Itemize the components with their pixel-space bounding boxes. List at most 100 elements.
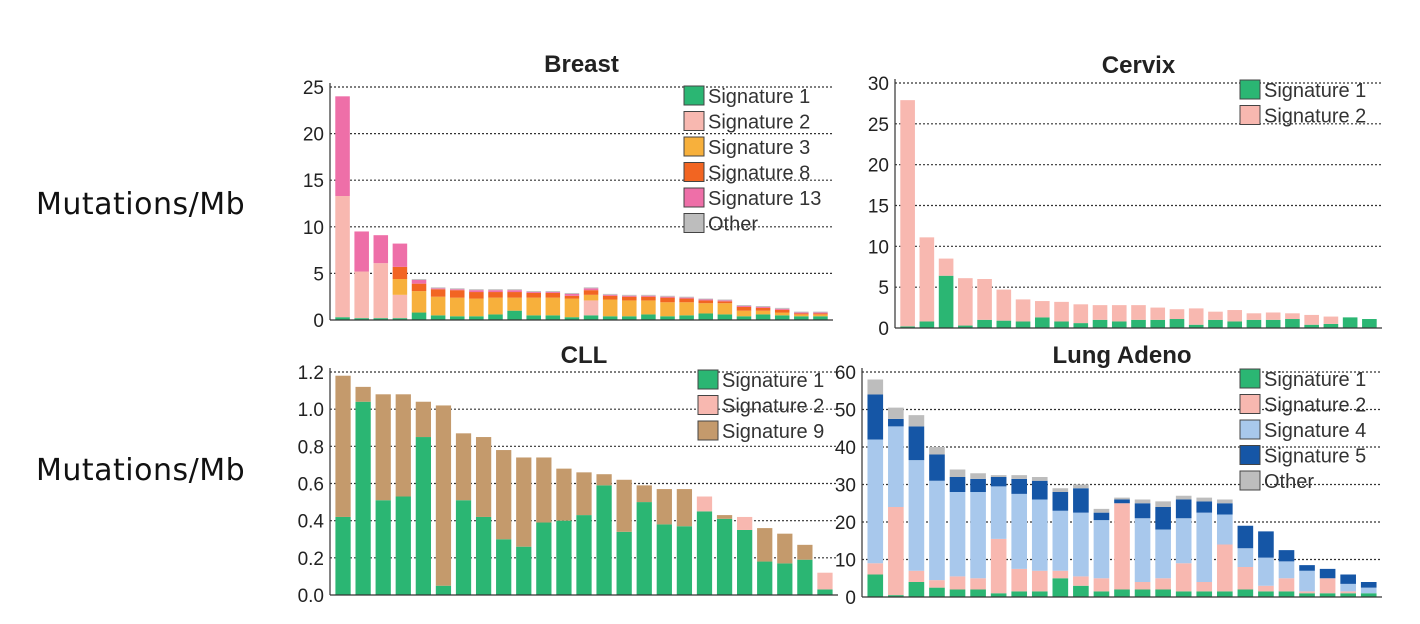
cll-bar-signature-1 bbox=[817, 589, 833, 595]
lung-adeno-bar-signature-2 bbox=[1114, 503, 1130, 590]
cll-bar-signature-1 bbox=[576, 515, 592, 595]
lung-adeno-bar-signature-1 bbox=[908, 582, 925, 597]
breast-bar-signature-2 bbox=[392, 294, 408, 319]
lung-adeno-legend-label: Signature 2 bbox=[1264, 395, 1366, 417]
breast-bar-signature-3 bbox=[794, 314, 809, 317]
breast-bar-signature-1 bbox=[602, 316, 618, 320]
lung-adeno-bar-other bbox=[888, 407, 904, 419]
breast-bar-signature-3 bbox=[488, 297, 503, 315]
lung-adeno-bar-signature-2 bbox=[1299, 591, 1315, 594]
cervix-bar-signature-2 bbox=[1034, 301, 1050, 318]
lung-adeno-bar-signature-1 bbox=[1278, 591, 1295, 598]
cervix-bar-signature-1 bbox=[900, 326, 915, 328]
lung-adeno-bar-signature-4 bbox=[1175, 518, 1192, 564]
breast-bar-signature-13 bbox=[545, 292, 561, 293]
cervix-bar-signature-1 bbox=[1265, 319, 1281, 328]
lung-adeno-legend-swatch bbox=[1239, 394, 1261, 414]
cll-bar-signature-1 bbox=[656, 524, 672, 595]
breast-bar-signature-8 bbox=[736, 306, 752, 311]
cervix-bar-signature-1 bbox=[1323, 323, 1339, 328]
breast-bar-signature-3 bbox=[717, 303, 733, 315]
cervix-bar-signature-2 bbox=[1227, 310, 1243, 322]
breast-bar-signature-1 bbox=[564, 317, 580, 320]
cll-legend-swatch bbox=[697, 369, 719, 390]
breast-bar-signature-13 bbox=[392, 243, 408, 267]
cll-bar-signature-1 bbox=[516, 546, 532, 595]
lung-adeno-bar-signature-4 bbox=[1073, 512, 1089, 577]
lung-adeno-ytick-label: 40 bbox=[835, 438, 856, 459]
cll-bar-signature-9 bbox=[797, 544, 813, 560]
lung-adeno-bar-signature-5 bbox=[929, 454, 945, 481]
cervix-bar-signature-1 bbox=[1169, 319, 1185, 328]
lung-adeno-legend-swatch bbox=[1239, 368, 1261, 389]
lung-adeno-bar-signature-4 bbox=[949, 492, 966, 577]
lung-adeno-ytick-label: 30 bbox=[835, 476, 856, 497]
breast-bar-signature-3 bbox=[698, 303, 714, 314]
cervix-title: Cervix bbox=[1102, 52, 1176, 79]
breast-bar-signature-3 bbox=[813, 314, 828, 317]
breast-bar-signature-13 bbox=[698, 299, 714, 301]
lung-adeno-bar-signature-2 bbox=[867, 563, 884, 575]
lung-adeno-bar-signature-1 bbox=[1093, 591, 1110, 598]
breast-bar-other bbox=[507, 289, 522, 291]
breast-bar-signature-8 bbox=[641, 296, 656, 301]
lung-adeno-bar-signature-5 bbox=[1155, 507, 1171, 530]
breast-bar-signature-1 bbox=[430, 315, 446, 320]
lung-adeno-bar-other bbox=[1031, 477, 1048, 481]
breast-bar-signature-13 bbox=[794, 312, 809, 314]
breast-bar-signature-2 bbox=[354, 271, 369, 319]
breast-bar-signature-1 bbox=[469, 316, 484, 320]
lung-adeno-bar-signature-1 bbox=[1340, 593, 1356, 597]
cervix-bar-signature-2 bbox=[958, 278, 973, 326]
breast-bar-signature-13 bbox=[679, 297, 694, 299]
lung-adeno-bar-signature-1 bbox=[1011, 591, 1028, 598]
cll-bar-signature-9 bbox=[636, 485, 652, 503]
breast-bar-signature-13 bbox=[641, 295, 656, 297]
lung-adeno-bar-signature-4 bbox=[1258, 557, 1274, 586]
cll-bar-signature-9 bbox=[395, 394, 411, 497]
cervix-bar-signature-1 bbox=[958, 325, 973, 328]
lung-adeno-bar-signature-4 bbox=[1360, 587, 1377, 594]
breast-bar-signature-13 bbox=[469, 290, 484, 293]
cervix-bar-signature-1 bbox=[1054, 321, 1069, 328]
cll-bar-signature-9 bbox=[596, 474, 612, 486]
cervix-bar-signature-2 bbox=[1150, 307, 1166, 320]
cll-bar-signature-1 bbox=[355, 401, 371, 595]
cll-bar-signature-9 bbox=[616, 479, 632, 532]
breast-ytick-label: 0 bbox=[313, 311, 324, 332]
lung-adeno-bar-other bbox=[908, 415, 925, 427]
breast-legend-label: Signature 8 bbox=[708, 163, 810, 185]
cll-bar-signature-2 bbox=[696, 496, 713, 512]
breast-bar-signature-13 bbox=[430, 288, 446, 290]
breast-bar-signature-8 bbox=[583, 290, 599, 295]
lung-adeno-bar-signature-2 bbox=[1340, 591, 1356, 594]
lung-adeno-bar-signature-2 bbox=[1155, 578, 1171, 590]
cervix-ytick-label: 30 bbox=[868, 74, 889, 95]
cll-bar-signature-1 bbox=[696, 511, 713, 596]
lung-adeno-legend-label: Signature 4 bbox=[1264, 420, 1366, 442]
cll-ytick-label: 1.2 bbox=[298, 363, 324, 384]
lung-adeno-bar-other bbox=[1011, 475, 1028, 479]
breast-legend-swatch bbox=[683, 162, 705, 182]
lung-adeno-ytick-label: 0 bbox=[845, 588, 856, 609]
breast-bar-signature-3 bbox=[755, 310, 771, 315]
breast-bar-other bbox=[469, 289, 484, 291]
breast-bar-signature-1 bbox=[622, 316, 637, 320]
lung-adeno-bar-signature-2 bbox=[990, 538, 1007, 594]
breast-bar-signature-8 bbox=[545, 292, 561, 298]
breast-bar-signature-1 bbox=[736, 316, 752, 320]
lung-adeno-bar-other bbox=[1114, 497, 1130, 500]
lung-adeno-bar-other bbox=[990, 475, 1007, 478]
lung-adeno-legend-swatch bbox=[1239, 445, 1261, 465]
breast-bar-other bbox=[411, 278, 427, 280]
cll-bar-signature-9 bbox=[355, 386, 371, 402]
breast-bar-signature-3 bbox=[564, 298, 580, 318]
cll-bar-signature-1 bbox=[435, 585, 452, 595]
cervix-bar-signature-2 bbox=[1131, 305, 1146, 320]
cll-bar-signature-9 bbox=[556, 468, 572, 521]
breast-ytick-label: 15 bbox=[303, 171, 324, 192]
cervix-bar-signature-1 bbox=[938, 275, 954, 328]
breast-bar-signature-1 bbox=[545, 315, 561, 320]
cervix-bar-signature-2 bbox=[996, 289, 1012, 321]
cll-bar-signature-1 bbox=[737, 529, 753, 595]
